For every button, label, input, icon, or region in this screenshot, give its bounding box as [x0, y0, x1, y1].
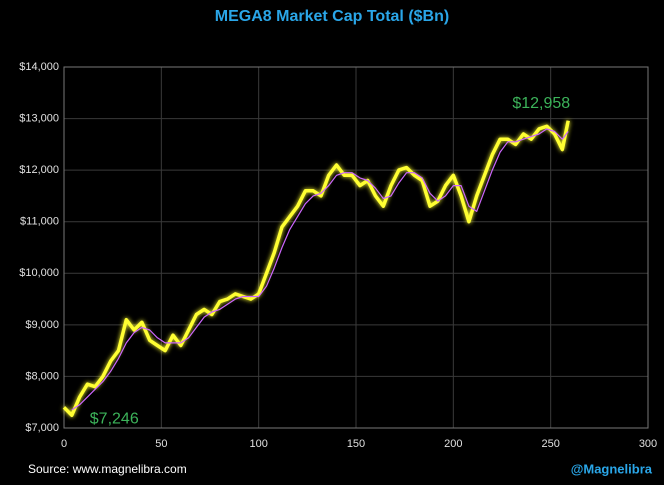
handle: @Magnelibra [571, 461, 653, 476]
y-tick-label: $13,000 [19, 112, 59, 124]
x-tick-label: 250 [541, 438, 559, 450]
x-tick-label: 50 [155, 438, 167, 450]
x-tick-label: 150 [347, 438, 365, 450]
x-tick-label: 0 [61, 438, 67, 450]
y-tick-label: $12,000 [19, 164, 59, 176]
annotation: $7,246 [90, 411, 139, 428]
line-series [71, 128, 569, 411]
y-tick-label: $14,000 [19, 61, 59, 73]
x-tick-label: 200 [444, 438, 462, 450]
annotation: $12,958 [512, 95, 570, 112]
y-tick-label: $11,000 [20, 216, 59, 228]
y-tick-label: $10,000 [19, 267, 59, 279]
x-tick-label: 300 [639, 438, 657, 450]
y-tick-label: $8,000 [25, 370, 59, 382]
chart-title: MEGA8 Market Cap Total ($Bn) [215, 8, 449, 25]
source: Source: www.magnelibra.com [28, 462, 187, 476]
y-tick-label: $7,000 [25, 422, 59, 434]
plot-frame [63, 66, 649, 429]
y-tick-label: $9,000 [25, 319, 59, 331]
x-tick-label: 100 [249, 438, 267, 450]
line-series [62, 120, 570, 418]
